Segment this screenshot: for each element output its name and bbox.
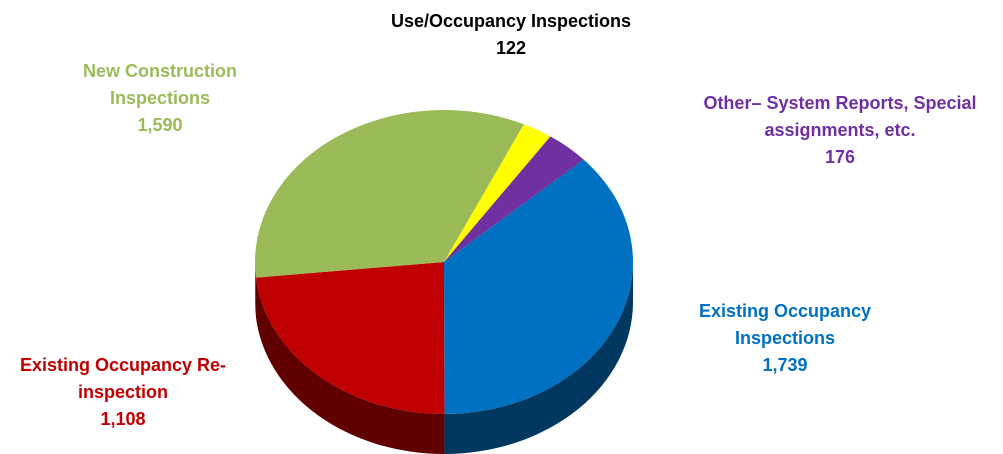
slice <box>444 159 634 414</box>
category-label: Existing Occupancy Inspections <box>698 301 872 348</box>
value-label: 176 <box>824 147 856 167</box>
value-label: 1,108 <box>100 409 146 429</box>
slice <box>444 124 551 263</box>
slice-side <box>255 262 256 318</box>
slice <box>255 109 524 278</box>
slice <box>444 136 584 262</box>
data-label: Use/Occupancy Inspections 122 <box>361 8 661 62</box>
slice <box>255 262 445 415</box>
category-label: Use/Occupancy Inspections <box>390 11 632 31</box>
value-label: 1,739 <box>762 355 808 375</box>
data-label: New Construction Inspections 1,590 <box>50 58 270 139</box>
category-label: Other– System Reports, Special assignmen… <box>703 93 977 140</box>
category-label: New Construction Inspections <box>82 61 237 108</box>
category-label: Existing Occupancy Re-inspection <box>19 355 227 402</box>
value-label: 122 <box>495 38 527 58</box>
slice-side <box>255 277 445 454</box>
data-label: Existing Occupancy Re-inspection 1,108 <box>3 352 243 433</box>
value-label: 1,590 <box>137 115 183 135</box>
data-label: Existing Occupancy Inspections 1,739 <box>690 298 880 379</box>
data-label: Other– System Reports, Special assignmen… <box>690 90 990 171</box>
slice-side <box>444 262 633 454</box>
